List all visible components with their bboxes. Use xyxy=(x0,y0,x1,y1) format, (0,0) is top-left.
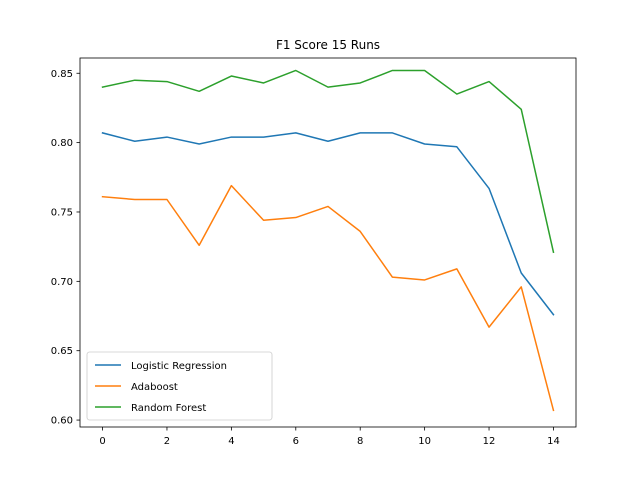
y-tick-label: 0.80 xyxy=(51,138,73,149)
y-tick-label: 0.70 xyxy=(51,277,73,288)
x-tick-label: 2 xyxy=(164,436,170,447)
y-tick-label: 0.85 xyxy=(51,69,73,80)
legend-label: Adaboost xyxy=(131,382,178,393)
x-tick-label: 8 xyxy=(357,436,363,447)
x-tick-label: 6 xyxy=(293,436,299,447)
chart-title: F1 Score 15 Runs xyxy=(276,38,380,52)
legend-label: Logistic Regression xyxy=(131,361,227,372)
legend-box xyxy=(86,351,273,421)
x-tick-label: 14 xyxy=(547,436,560,447)
x-tick-label: 12 xyxy=(483,436,496,447)
plot-frame xyxy=(79,57,577,428)
y-tick-label: 0.65 xyxy=(51,346,73,357)
x-tick-label: 10 xyxy=(418,436,431,447)
legend-label: Random Forest xyxy=(131,403,206,414)
plot-area xyxy=(79,57,577,428)
x-tick-label: 4 xyxy=(228,436,234,447)
y-axis: 0.60 0.65 0.70 0.75 0.80 0.85 xyxy=(51,69,80,427)
series-line-logistic-regression xyxy=(101,131,555,316)
y-tick-label: 0.75 xyxy=(51,207,73,218)
legend: Logistic Regression Adaboost Random Forest xyxy=(86,351,273,421)
series-line-adaboost xyxy=(101,184,555,412)
y-tick-label: 0.60 xyxy=(51,416,73,427)
series-line-random-forest xyxy=(101,69,555,254)
x-tick-label: 0 xyxy=(99,436,105,447)
x-axis: 0 2 4 6 8 10 12 14 xyxy=(99,427,560,447)
